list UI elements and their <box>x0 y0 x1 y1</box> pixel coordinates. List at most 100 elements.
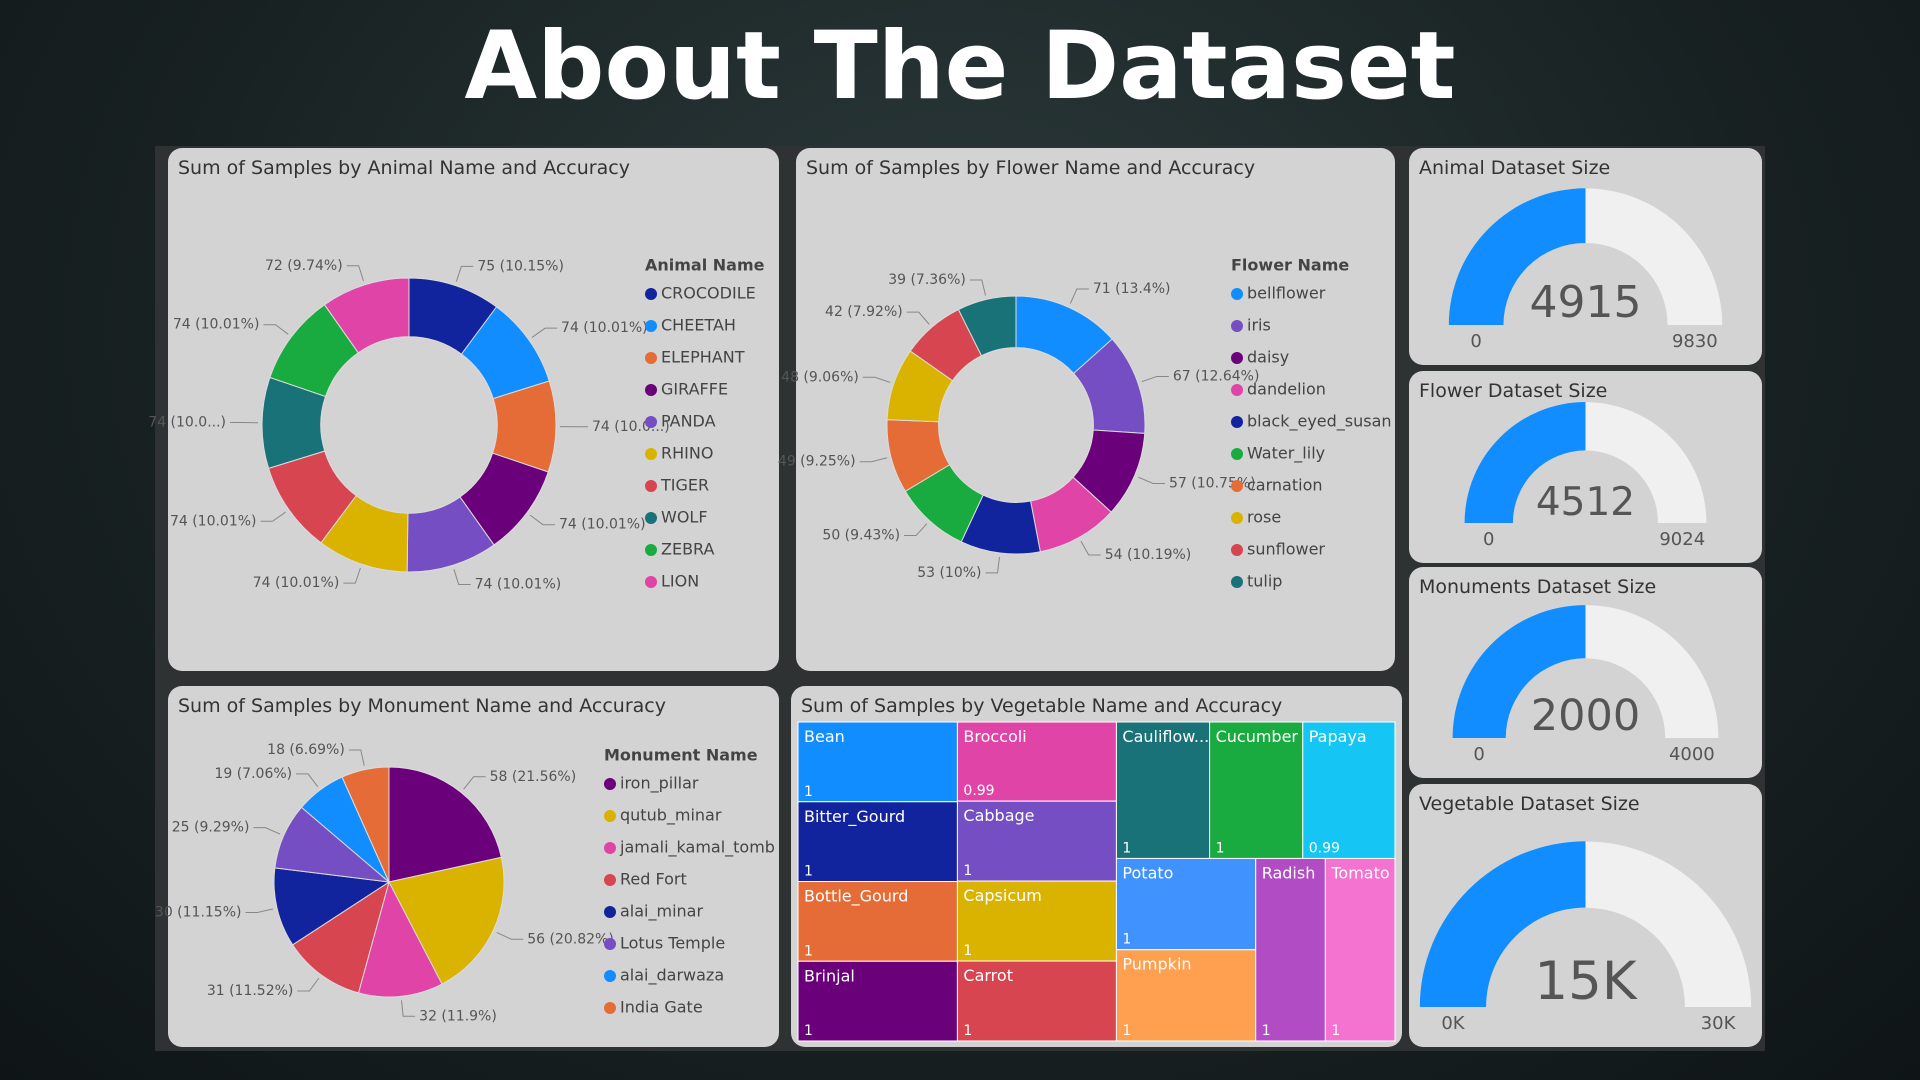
legend-label: carnation <box>1247 476 1323 495</box>
data-label: 49 (9.25%) <box>778 454 856 470</box>
legend-marker <box>604 970 616 982</box>
legend-label: Lotus Temple <box>620 934 725 953</box>
leader-line <box>906 311 930 325</box>
legend-label: TIGER <box>660 476 709 495</box>
tile-value: 1 <box>804 943 813 959</box>
leader-line <box>985 556 1000 574</box>
treemap-tile <box>956 880 1117 962</box>
gauge-tick-label: 0 <box>1470 331 1481 352</box>
legend-marker <box>604 810 616 822</box>
tile-label: Potato <box>1122 863 1173 882</box>
tile-value: 1 <box>1122 1023 1131 1039</box>
tile-value: 1 <box>1262 1023 1271 1039</box>
visual-title: Flower Dataset Size <box>1419 380 1607 402</box>
data-label: 71 (13.4%) <box>1093 281 1171 297</box>
leader-line <box>1069 288 1089 304</box>
legend-marker <box>645 416 657 428</box>
legend-marker <box>604 938 616 950</box>
legend-label: tulip <box>1247 572 1282 591</box>
legend-label: alai_minar <box>620 902 703 922</box>
legend-label: daisy <box>1247 348 1289 367</box>
legend-marker <box>1231 512 1243 524</box>
legend-marker <box>1231 352 1243 364</box>
data-label: 25 (9.29%) <box>172 820 250 836</box>
legend-marker <box>604 842 616 854</box>
tile-label: Cauliflow... <box>1122 727 1209 746</box>
data-label: 74 (10.01%) <box>475 576 562 592</box>
leader-line <box>263 324 289 335</box>
treemap-tile <box>1209 721 1304 859</box>
data-label: 74 (10.01%) <box>253 575 340 591</box>
treemap-tile <box>797 721 958 803</box>
gauge-fill <box>1419 841 1586 1007</box>
legend-label: CHEETAH <box>661 316 736 335</box>
visual-panel <box>168 148 779 671</box>
legend-marker <box>604 906 616 918</box>
data-label: 54 (10.19%) <box>1105 547 1192 563</box>
legend-label: Red Fort <box>620 870 687 889</box>
leader-line <box>1138 476 1166 484</box>
data-label: 19 (7.06%) <box>214 766 292 782</box>
tile-label: Radish <box>1262 863 1316 882</box>
leader-line <box>455 265 474 282</box>
visual-title: Animal Dataset Size <box>1419 157 1610 179</box>
legend-marker <box>645 576 657 588</box>
gauge-value: 4915 <box>1530 277 1642 328</box>
legend-title: Flower Name <box>1231 256 1349 275</box>
tile-label: Bean <box>804 727 845 746</box>
treemap-tile <box>956 960 1117 1042</box>
visual-title: Sum of Samples by Animal Name and Accura… <box>178 157 630 179</box>
tile-value: 1 <box>804 864 813 880</box>
data-label: 75 (10.15%) <box>477 258 564 274</box>
tile-label: Pumpkin <box>1122 955 1191 974</box>
legend-marker <box>645 384 657 396</box>
legend-label: GIRAFFE <box>661 380 728 399</box>
legend-label: rose <box>1247 508 1281 527</box>
legend-label: ZEBRA <box>661 540 715 559</box>
page-title: About The Dataset <box>464 12 1455 121</box>
gauge-tick-label: 9024 <box>1659 529 1705 550</box>
leader-line <box>296 773 319 788</box>
legend-marker <box>604 874 616 886</box>
legend-label: India Gate <box>620 998 703 1017</box>
leader-line <box>343 567 361 584</box>
slice <box>273 867 391 946</box>
leader-line <box>496 932 524 940</box>
slice <box>957 295 1017 357</box>
legend-marker <box>645 512 657 524</box>
legend-marker <box>1231 416 1243 428</box>
tile-label: Tomato <box>1330 863 1389 882</box>
visual-title: Sum of Samples by Vegetable Name and Acc… <box>801 695 1282 717</box>
data-label: 74 (10.0...) <box>592 419 670 435</box>
data-label: 74 (10.01%) <box>170 513 257 529</box>
leader-line <box>453 569 471 585</box>
treemap-tile <box>797 801 958 882</box>
tile-label: Papaya <box>1309 727 1367 746</box>
legend-marker <box>645 448 657 460</box>
legend-label: jamali_kamal_tomb <box>619 838 775 858</box>
data-label: 74 (10.01%) <box>173 317 260 333</box>
legend-label: PANDA <box>661 412 716 431</box>
legend-label: iron_pillar <box>620 774 699 794</box>
treemap-tile <box>956 800 1117 882</box>
treemap-tile <box>1115 857 1257 951</box>
legend-label: bellflower <box>1247 284 1326 303</box>
data-label: 56 (20.82%) <box>527 931 614 947</box>
legend-marker <box>604 778 616 790</box>
gauge-tick-label: 0K <box>1441 1013 1465 1034</box>
leader-line <box>1080 540 1101 556</box>
data-label: 32 (11.9%) <box>419 1008 497 1024</box>
gauge-tick-label: 4000 <box>1669 744 1715 765</box>
gauge-tick-label: 30K <box>1701 1013 1737 1034</box>
leader-line <box>348 749 365 766</box>
visual-title: Sum of Samples by Flower Name and Accura… <box>806 157 1255 179</box>
tile-label: Cabbage <box>963 806 1034 825</box>
legend-marker <box>645 288 657 300</box>
legend-label: iris <box>1247 316 1271 335</box>
data-label: 30 (11.15%) <box>155 904 242 920</box>
data-label: 18 (6.69%) <box>267 742 345 758</box>
data-label: 74 (10.0...) <box>148 415 226 431</box>
leader-line <box>253 827 281 835</box>
leader-line <box>969 279 987 296</box>
